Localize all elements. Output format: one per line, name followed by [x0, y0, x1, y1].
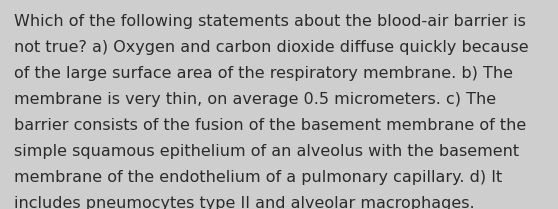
Text: barrier consists of the fusion of the basement membrane of the: barrier consists of the fusion of the ba…: [14, 118, 526, 133]
Text: membrane is very thin, on average 0.5 micrometers. c) The: membrane is very thin, on average 0.5 mi…: [14, 92, 496, 107]
Text: membrane of the endothelium of a pulmonary capillary. d) It: membrane of the endothelium of a pulmona…: [14, 170, 502, 185]
Text: includes pneumocytes type II and alveolar macrophages.: includes pneumocytes type II and alveola…: [14, 196, 475, 209]
Text: simple squamous epithelium of an alveolus with the basement: simple squamous epithelium of an alveolu…: [14, 144, 519, 159]
Text: of the large surface area of the respiratory membrane. b) The: of the large surface area of the respira…: [14, 66, 513, 81]
Text: Which of the following statements about the blood-air barrier is: Which of the following statements about …: [14, 14, 526, 29]
Text: not true? a) Oxygen and carbon dioxide diffuse quickly because: not true? a) Oxygen and carbon dioxide d…: [14, 40, 528, 55]
